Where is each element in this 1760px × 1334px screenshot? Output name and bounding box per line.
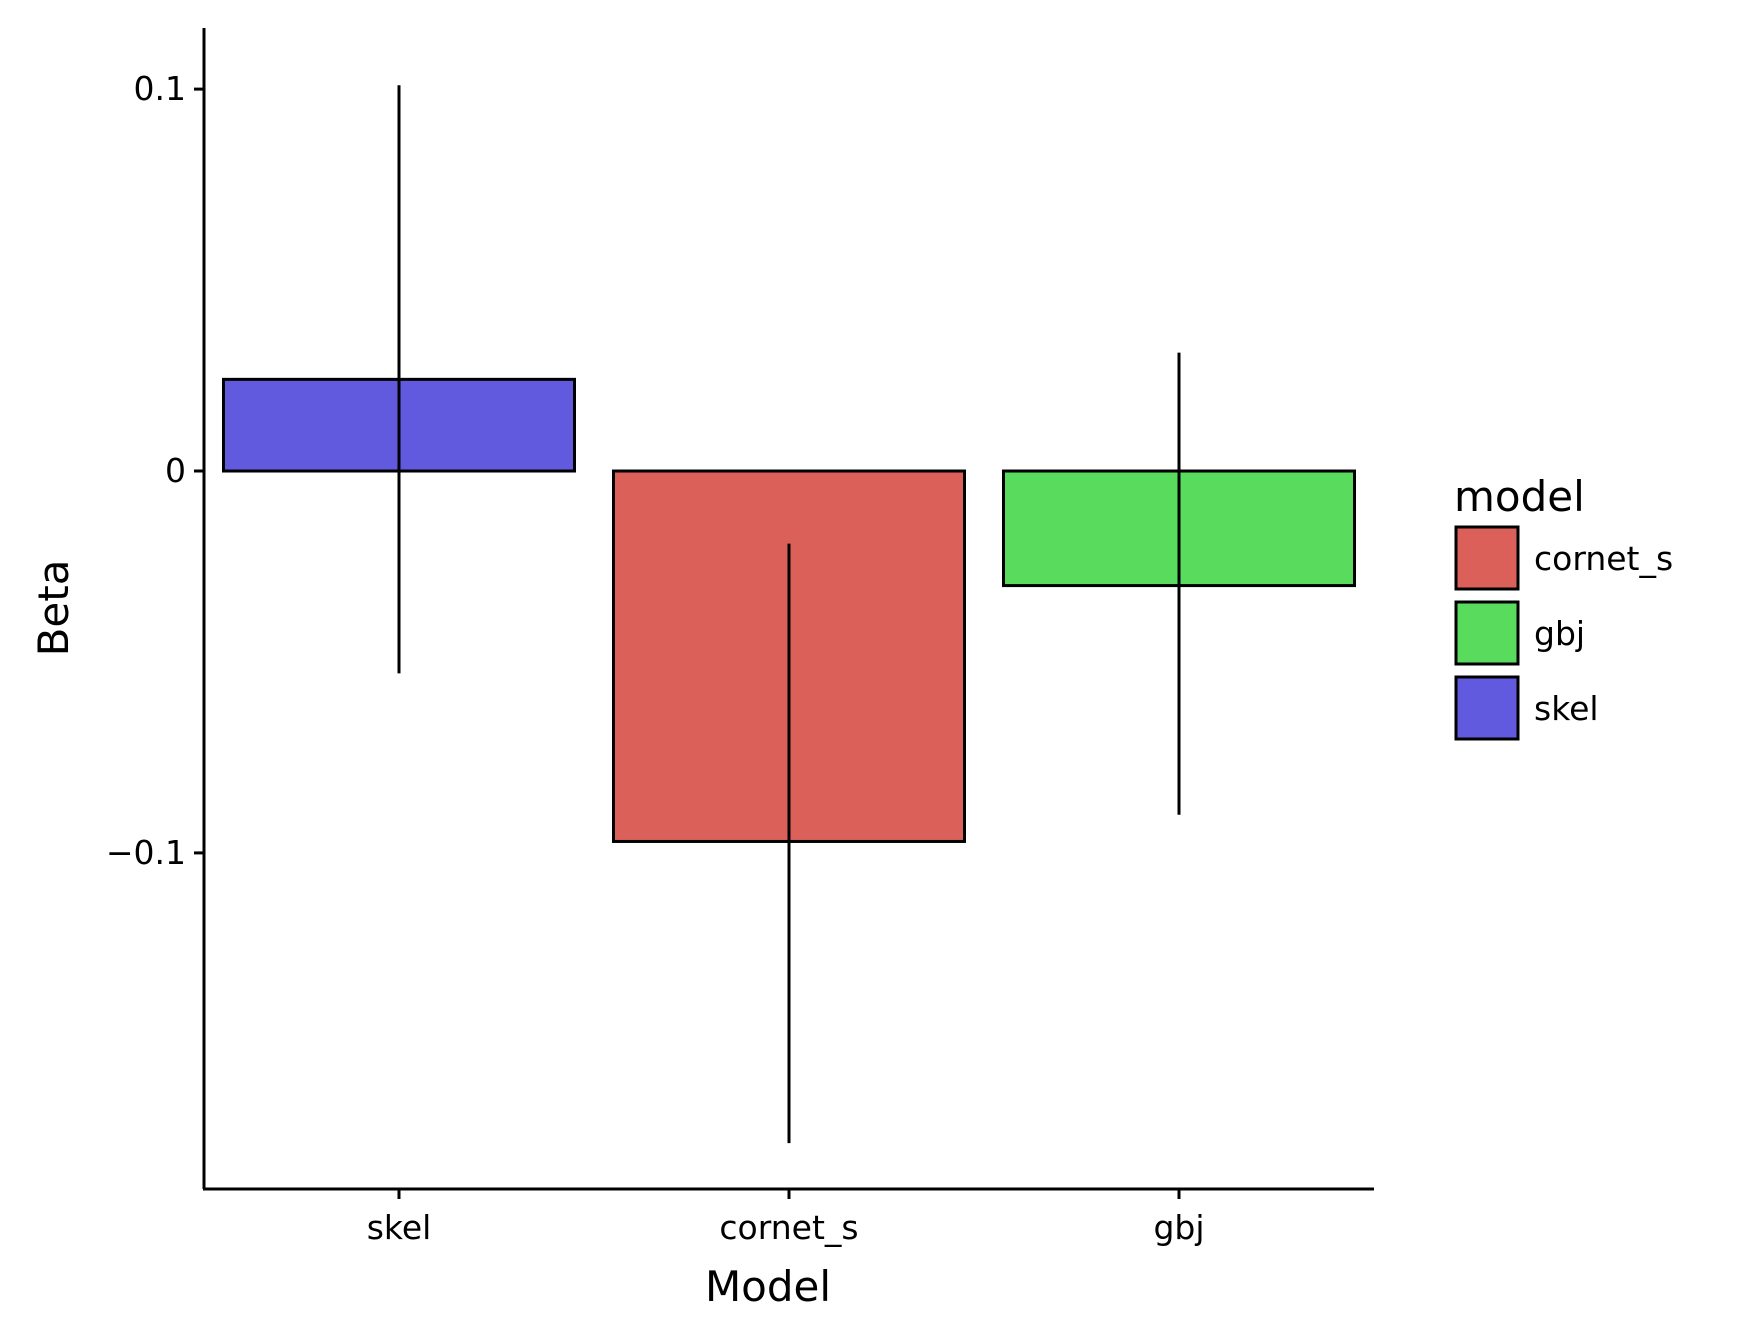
error-bars-layer <box>397 85 1181 1144</box>
legend-title: model <box>1454 472 1585 521</box>
legend-label-gbj: gbj <box>1534 614 1585 653</box>
x-ticks: skel cornet_s gbj <box>367 1189 1205 1247</box>
legend-swatch-skel <box>1454 675 1520 741</box>
x-tick-label-gbj: gbj <box>1153 1208 1204 1247</box>
legend-swatch-cornet_s <box>1454 525 1520 591</box>
y-tick-label-1: 0 <box>165 451 186 490</box>
y-tick-label-2: −0.1 <box>106 833 186 872</box>
legend-label-skel: skel <box>1534 689 1599 728</box>
legend-label-cornet_s: cornet_s <box>1534 539 1673 578</box>
x-tick-label-skel: skel <box>367 1208 432 1247</box>
y-axis-title: Beta <box>29 560 78 657</box>
x-axis-title: Model <box>705 1262 831 1311</box>
y-tick-label-0: 0.1 <box>134 69 186 108</box>
y-ticks: 0.1 0 −0.1 <box>106 69 204 872</box>
legend-swatch-gbj <box>1454 600 1520 666</box>
x-tick-label-cornet_s: cornet_s <box>719 1208 858 1247</box>
